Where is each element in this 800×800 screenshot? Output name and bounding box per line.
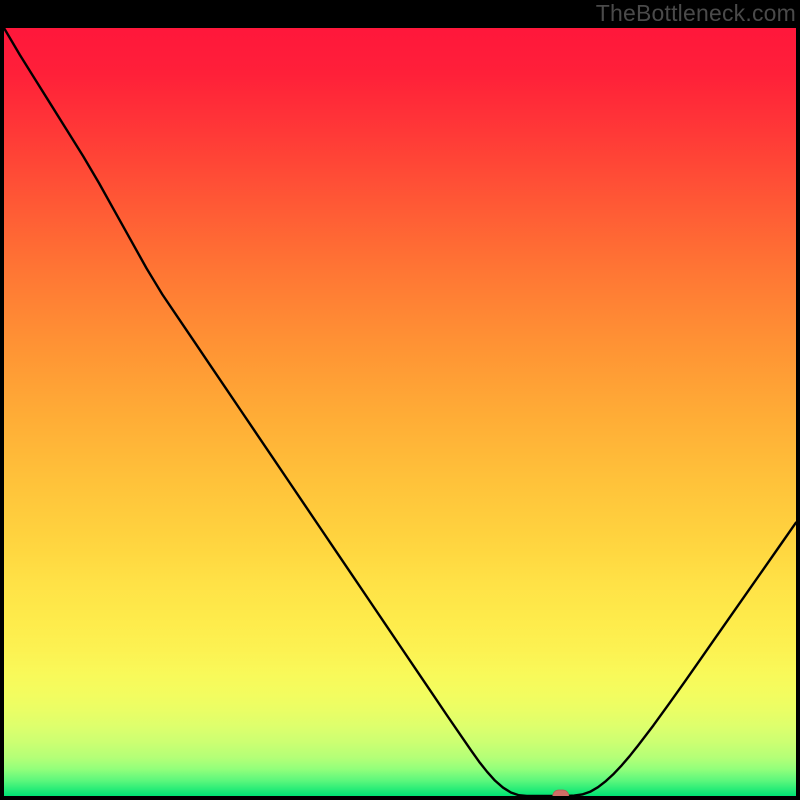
gradient-background: [4, 28, 796, 796]
optimal-point-marker: [553, 790, 569, 796]
chart-frame: TheBottleneck.com: [0, 0, 800, 800]
plot-area: [4, 28, 796, 796]
watermark-text: TheBottleneck.com: [596, 0, 800, 27]
bottleneck-curve-chart: [4, 28, 796, 796]
